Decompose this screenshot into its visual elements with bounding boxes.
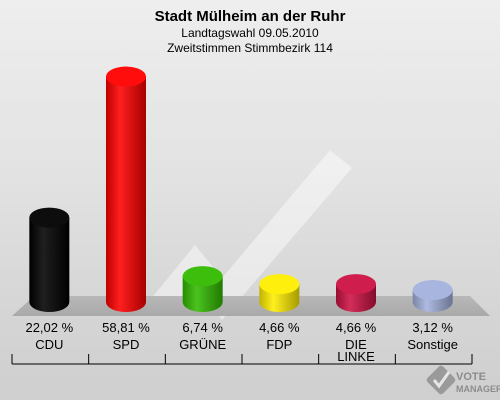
bar-body-cdu	[29, 217, 70, 312]
bar-cap-cdu	[29, 207, 70, 228]
category-label-spd: SPD	[113, 337, 140, 352]
watermark-vote: VOTE	[456, 371, 486, 383]
bar-gr-ne	[182, 266, 223, 312]
bar-cdu	[29, 207, 70, 312]
vote-manager-logo: VOTE MANAGER	[426, 365, 500, 395]
bar-body-spd	[106, 76, 146, 312]
value-label-die-linke: 4,66 %	[336, 320, 377, 335]
bar-cap-spd	[106, 66, 146, 87]
bar-die-linke	[336, 274, 376, 312]
watermark-manager: MANAGER	[456, 384, 500, 394]
bar-cap-die-linke	[336, 274, 376, 295]
vote-manager-check-icon	[426, 365, 456, 395]
category-label-fdp: FDP	[266, 337, 292, 352]
bar-spd	[106, 66, 146, 312]
value-label-gr-ne: 6,74 %	[182, 320, 223, 335]
value-label-sonstige: 3,12 %	[412, 320, 453, 335]
labels-group: 22,02 % CDU 58,81 % SPD 6,74 % GRÜNE 4,66 % FDP…	[25, 320, 457, 364]
bar-fdp	[259, 274, 300, 312]
value-label-fdp: 4,66 %	[259, 320, 300, 335]
category-label-gr-ne: GRÜNE	[179, 337, 226, 352]
chart-subtitle-district: Zweitstimmen Stimmbezirk 114	[167, 41, 333, 55]
category-label-die-linke: DIE LINKE	[337, 337, 375, 364]
x-axis-ticks	[11, 354, 473, 364]
value-label-spd: 58,81 %	[102, 320, 150, 335]
bar-sonstige	[412, 280, 453, 312]
chart-subtitle-election: Landtagswahl 09.05.2010	[181, 26, 319, 40]
bar-cap-fdp	[259, 274, 300, 295]
chart-title: Stadt Mülheim an der Ruhr	[155, 8, 346, 25]
category-label-cdu: CDU	[35, 337, 63, 352]
background-check-mark	[150, 150, 352, 320]
bar-cap-gr-ne	[182, 266, 223, 287]
bar-cap-sonstige	[412, 280, 453, 301]
bars-group	[29, 66, 453, 312]
bar-body-gr-ne	[182, 276, 223, 312]
value-label-cdu: 22,02 %	[25, 320, 73, 335]
category-label-sonstige: Sonstige	[407, 337, 458, 352]
